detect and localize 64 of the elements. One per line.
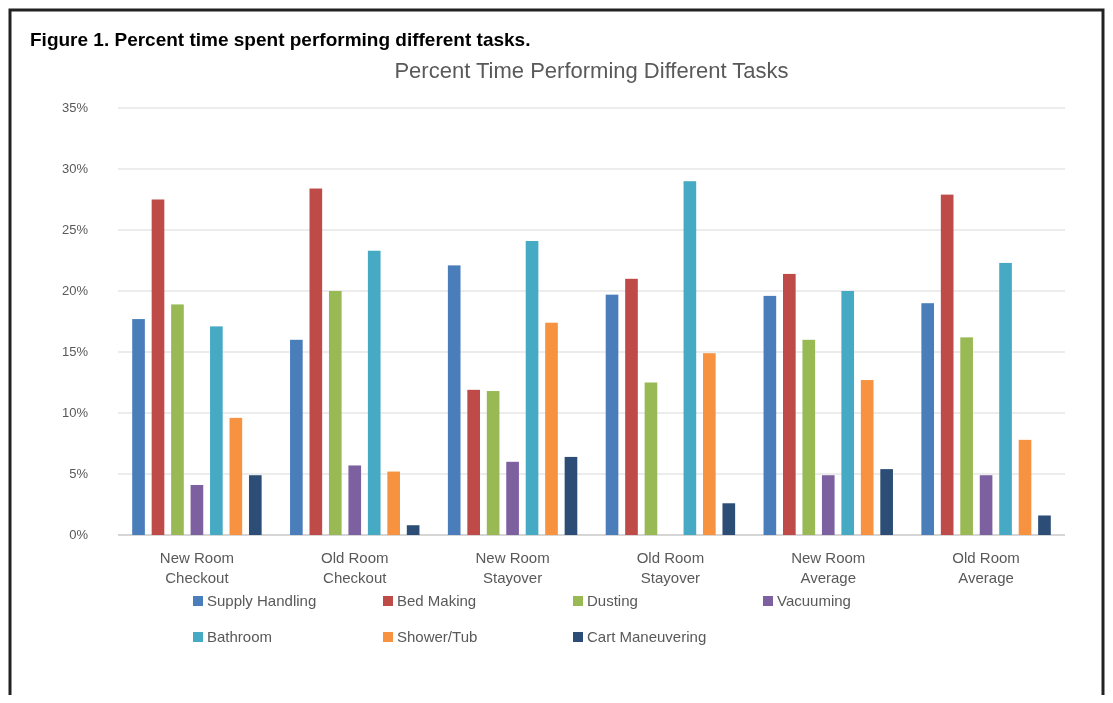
x-tick-label: New Room Stayover [475, 549, 550, 586]
bar [763, 295, 777, 535]
bar [387, 471, 400, 535]
bar [960, 337, 973, 535]
bar [722, 503, 736, 535]
y-tick-label: 25% [61, 222, 89, 237]
chart-title: Figure 1. Percent time spent performing different tasks. [30, 29, 531, 50]
y-tick-label: 0% [69, 527, 89, 542]
bar [841, 291, 855, 535]
bar [467, 389, 480, 535]
legend-label: Supply Handling [207, 592, 317, 609]
bar [190, 484, 204, 535]
bar [921, 303, 935, 535]
bar [525, 240, 539, 535]
bar [151, 199, 165, 535]
bar [309, 188, 323, 535]
y-tick-label: 35% [61, 100, 89, 115]
bar [625, 278, 638, 535]
bar [821, 475, 835, 535]
legend-label: Bed Making [397, 592, 477, 609]
legend-label: Bathroom [207, 628, 273, 645]
bar [940, 194, 954, 535]
x-tick-label: Old Room Average [952, 549, 1020, 586]
bar [564, 456, 578, 535]
bar [644, 382, 658, 535]
y-tick-label: 30% [61, 161, 89, 176]
bar [447, 265, 461, 535]
bar [860, 380, 874, 535]
y-tick-label: 15% [61, 344, 89, 359]
x-tick-label: Old Room Stayover [636, 549, 705, 586]
bar [406, 525, 420, 535]
bar [703, 353, 716, 535]
bar [171, 304, 184, 535]
x-tick-label: New Room Average [791, 549, 866, 586]
legend-label: Cart Maneuvering [587, 628, 707, 645]
bar [328, 291, 342, 535]
bar [210, 326, 223, 535]
bar [880, 469, 893, 535]
bar [605, 294, 619, 535]
bar [1018, 439, 1032, 535]
bar [1038, 515, 1051, 535]
bar [802, 339, 816, 535]
y-tick-label: 5% [69, 466, 89, 481]
bar [979, 475, 993, 535]
bar [486, 391, 500, 535]
legend-label: Vacuuming [777, 592, 851, 609]
y-tick-label: 20% [61, 283, 89, 298]
bar [229, 417, 243, 535]
chart-subtitle: Percent Time Performing Different Tasks [394, 58, 789, 83]
y-tick-label: 10% [61, 405, 89, 420]
bar [132, 319, 145, 535]
bar [545, 322, 558, 535]
bar [783, 273, 796, 535]
bar [683, 181, 697, 535]
bar [348, 465, 362, 535]
legend-label: Shower/Tub [397, 628, 478, 645]
legend-label: Dusting [587, 592, 638, 609]
bar [248, 475, 262, 535]
bar [290, 339, 303, 535]
bar [506, 461, 519, 535]
x-tick-label: New Room Checkout [159, 549, 235, 586]
bar [999, 262, 1012, 535]
x-tick-label: Old Room Checkout [320, 549, 389, 586]
bar [367, 250, 381, 535]
